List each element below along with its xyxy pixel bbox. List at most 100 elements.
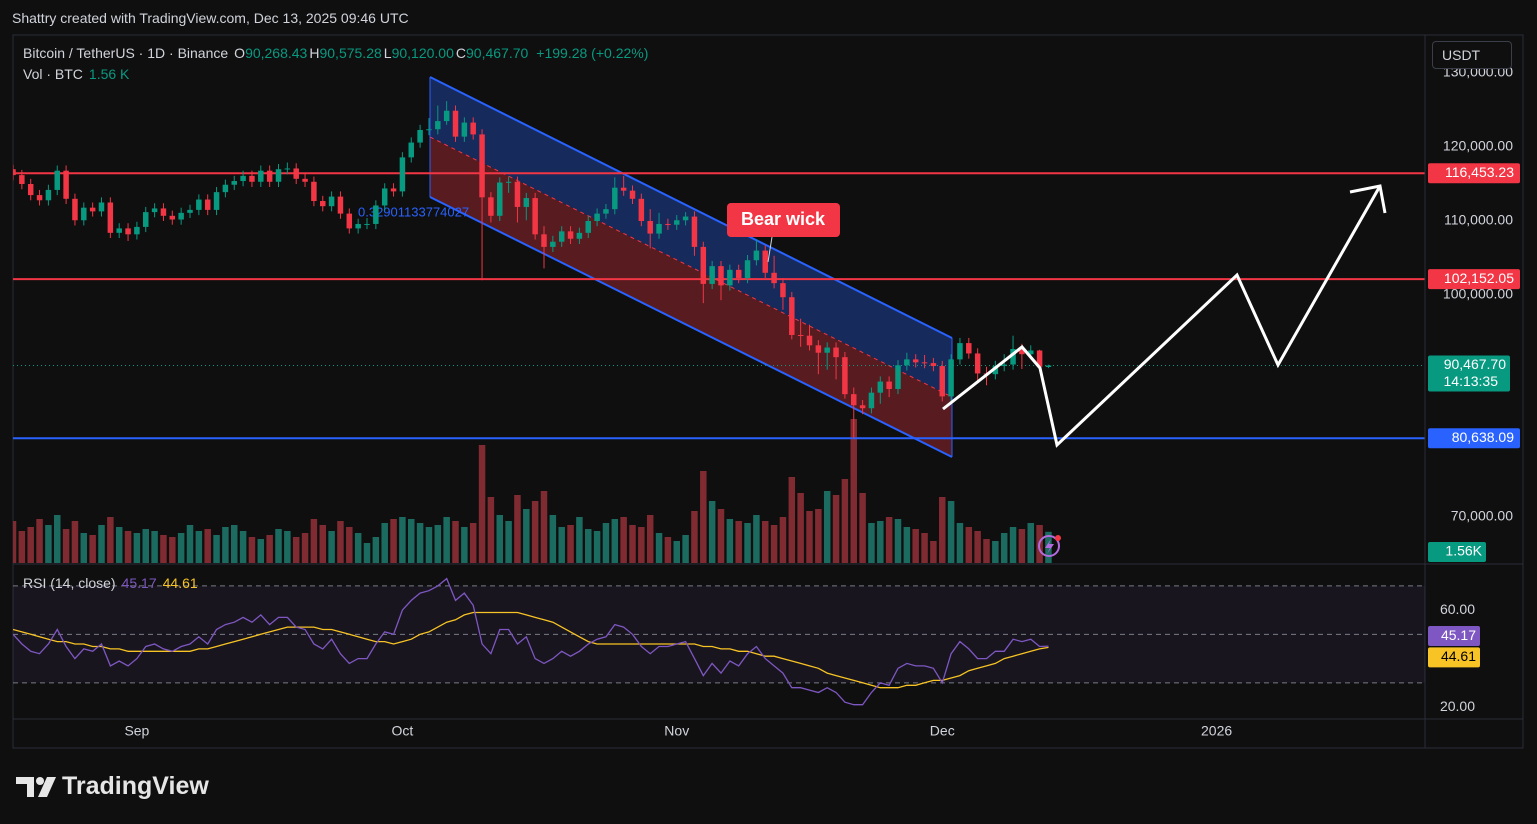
- candle-body: [895, 365, 901, 389]
- volume-bar: [62, 529, 70, 563]
- candle-body: [45, 189, 52, 201]
- volume-bar: [434, 525, 442, 563]
- volume-bar: [151, 531, 158, 563]
- rsi-tag-label: 44.61: [1441, 648, 1476, 664]
- volume-bar: [292, 537, 300, 563]
- volume-bar: [850, 419, 857, 563]
- candle-body: [443, 110, 450, 122]
- volume-bar: [408, 519, 415, 563]
- candle-body: [709, 266, 715, 284]
- candle-body: [134, 226, 140, 235]
- candle-body: [399, 157, 406, 192]
- logo-mark: [38, 777, 56, 797]
- candle-body: [585, 220, 591, 233]
- candle-body: [735, 269, 742, 278]
- volume-bar: [98, 525, 105, 563]
- currency-button[interactable]: USDT: [1432, 41, 1512, 69]
- volume-bar: [381, 523, 388, 563]
- volume-bar: [301, 533, 309, 563]
- level-tag: [1428, 163, 1520, 184]
- ohlc-value: 90,575.28: [319, 45, 382, 61]
- volume-bar: [461, 527, 468, 563]
- ohlc-key: C: [455, 45, 466, 61]
- volume-bar: [593, 531, 601, 563]
- candle-body: [833, 347, 839, 358]
- header: Shattry created with TradingView.com, De…: [12, 10, 409, 26]
- candle-body: [187, 209, 193, 213]
- candle-body: [107, 202, 114, 233]
- countdown: 14:13:35: [1444, 373, 1499, 389]
- x-tick-label: Nov: [664, 723, 689, 739]
- alert-icon-bolt: [1045, 539, 1054, 554]
- candle-body: [452, 110, 459, 137]
- volume-bar: [487, 497, 495, 563]
- volume-bar: [903, 527, 911, 563]
- volume-bar: [107, 517, 114, 563]
- volume-bar: [797, 493, 804, 563]
- alert-icon[interactable]: [1038, 535, 1060, 557]
- candle-body: [116, 228, 122, 233]
- volume-bar: [1009, 527, 1017, 563]
- candle-body: [594, 213, 600, 221]
- x-tick-label: Dec: [930, 723, 955, 739]
- candle-body: [514, 181, 521, 207]
- candle-body: [426, 129, 432, 131]
- candle-body: [63, 170, 69, 199]
- candle-body: [762, 250, 768, 273]
- rsi-tick-label: 20.00: [1440, 698, 1475, 714]
- volume-bar: [762, 521, 769, 563]
- volume-bar: [266, 535, 273, 563]
- y-tick-label: 110,000.00: [1444, 212, 1513, 228]
- volume-bar: [390, 519, 397, 563]
- chart-frame: [12, 34, 1524, 749]
- logo-mark: [36, 777, 44, 785]
- volume-bar: [983, 539, 990, 563]
- channel-drawing: 0.32901133774027: [358, 76, 953, 458]
- candle-body: [789, 297, 795, 335]
- volume-bar: [186, 525, 194, 563]
- volume-bar: [195, 531, 203, 563]
- candle-body: [718, 266, 724, 286]
- candle-body: [824, 347, 830, 353]
- volume-bar: [646, 515, 654, 563]
- candle-body: [1019, 349, 1025, 355]
- channel-top: [429, 76, 953, 339]
- candle-body: [89, 207, 96, 212]
- candle-body: [435, 121, 441, 130]
- volume-bar: [514, 495, 521, 563]
- volume-bar: [806, 511, 813, 563]
- volume-bar: [425, 527, 433, 563]
- candle-body: [877, 381, 884, 393]
- candle-body: [293, 168, 299, 179]
- candle-body: [656, 223, 662, 234]
- candle-body: [470, 122, 476, 135]
- volume-bar: [372, 537, 380, 563]
- volume-bar: [416, 523, 424, 563]
- volume-bar: [204, 529, 211, 563]
- volume-bar: [753, 515, 760, 563]
- volume-bar: [841, 479, 849, 563]
- channel-bottom: [429, 196, 953, 458]
- level-tag: [1428, 269, 1520, 290]
- candle-body: [125, 228, 131, 235]
- volume-bar: [939, 497, 946, 563]
- candle-body: [381, 188, 388, 206]
- candle-body: [320, 201, 326, 207]
- volume-bar: [1027, 523, 1034, 563]
- volume-bar: [655, 533, 663, 563]
- candle-body: [921, 362, 928, 364]
- rsi-line: [13, 611, 1049, 689]
- candle-body: [939, 366, 945, 397]
- rsi-line: [13, 577, 1049, 706]
- candle-body: [1028, 350, 1034, 355]
- change: +199.28 (+0.22%): [536, 45, 649, 61]
- level-tag-label: 80,638.09: [1452, 429, 1514, 445]
- rsi-tag: [1428, 626, 1480, 647]
- candle-body: [337, 196, 344, 214]
- candle-body: [231, 181, 237, 185]
- main-pane: 0.32901133774027 Bear wick: [13, 76, 1425, 563]
- volume-bar: [912, 529, 919, 563]
- volume-bar: [160, 535, 167, 563]
- candle-body: [957, 343, 963, 360]
- volume-bar: [523, 509, 530, 563]
